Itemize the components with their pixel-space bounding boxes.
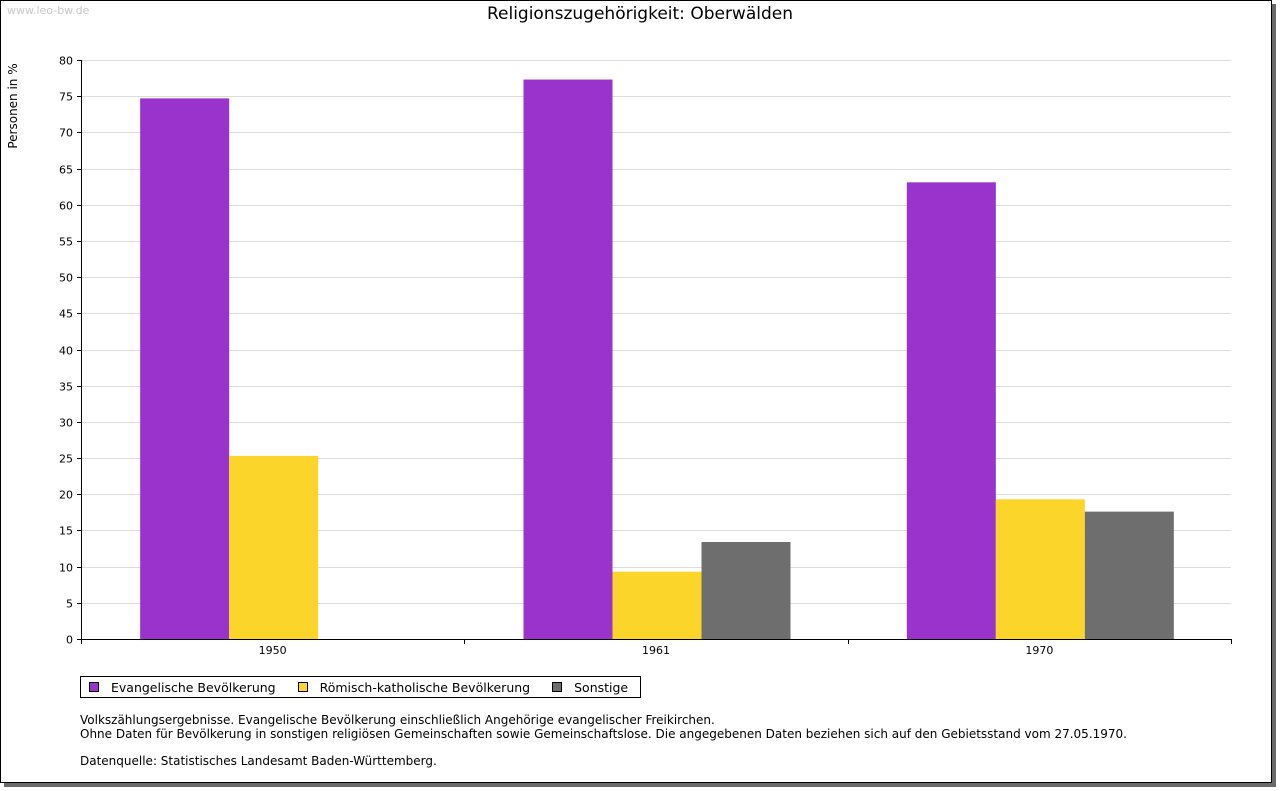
legend-label: Römisch-katholische Bevölkerung xyxy=(319,679,531,695)
y-tick-label: 0 xyxy=(66,634,73,647)
x-tick-label: 1961 xyxy=(642,644,670,657)
bar xyxy=(906,182,996,639)
bar xyxy=(140,98,230,639)
y-tick-label: 10 xyxy=(59,562,73,575)
y-tick-label: 20 xyxy=(59,489,73,502)
data-source: Datenquelle: Statistisches Landesamt Bad… xyxy=(80,754,437,768)
bar xyxy=(701,542,791,639)
bar xyxy=(995,499,1085,639)
y-tick-label: 55 xyxy=(59,236,73,249)
watermark: www.leo-bw.de xyxy=(7,4,90,17)
y-tick-label: 25 xyxy=(59,453,73,466)
note-line: Ohne Daten für Bevölkerung in sonstigen … xyxy=(80,727,1127,741)
legend-label: Evangelische Bevölkerung xyxy=(111,679,276,695)
bar xyxy=(612,571,702,639)
y-tick-label: 35 xyxy=(59,381,73,394)
y-tick-label: 15 xyxy=(59,525,73,538)
legend: Evangelische Bevölkerung Römisch-katholi… xyxy=(80,676,642,698)
note-line: Volkszählungsergebnisse. Evangelische Be… xyxy=(80,713,715,727)
x-tick-label: 1950 xyxy=(259,644,287,657)
legend-swatch xyxy=(552,682,563,692)
chart-notes: Volkszählungsergebnisse. Evangelische Be… xyxy=(80,713,1127,768)
legend-label: Sonstige xyxy=(574,679,629,695)
legend-swatch xyxy=(89,682,99,692)
y-tick-label: 80 xyxy=(59,55,73,68)
y-tick-label: 75 xyxy=(59,91,73,104)
bar xyxy=(523,79,613,639)
y-tick-label: 60 xyxy=(59,200,73,213)
y-tick-label: 65 xyxy=(59,164,73,177)
legend-swatch xyxy=(297,682,308,692)
bar xyxy=(1084,511,1174,639)
legend-item-katholisch: Römisch-katholische Bevölkerung xyxy=(297,679,531,695)
x-tick-label: 1970 xyxy=(1025,644,1053,657)
legend-item-sonstige: Sonstige xyxy=(552,680,628,695)
y-tick-label: 50 xyxy=(59,272,73,285)
y-tick-label: 40 xyxy=(59,345,73,358)
y-tick-label: 30 xyxy=(59,417,73,430)
y-tick-label: 70 xyxy=(59,127,73,140)
y-tick-label: 5 xyxy=(66,598,73,611)
y-tick-label: 45 xyxy=(59,308,73,321)
legend-item-evangelisch: Evangelische Bevölkerung xyxy=(89,680,276,695)
bar xyxy=(229,455,319,639)
chart-title: Religionszugehörigkeit: Oberwälden xyxy=(486,4,794,24)
